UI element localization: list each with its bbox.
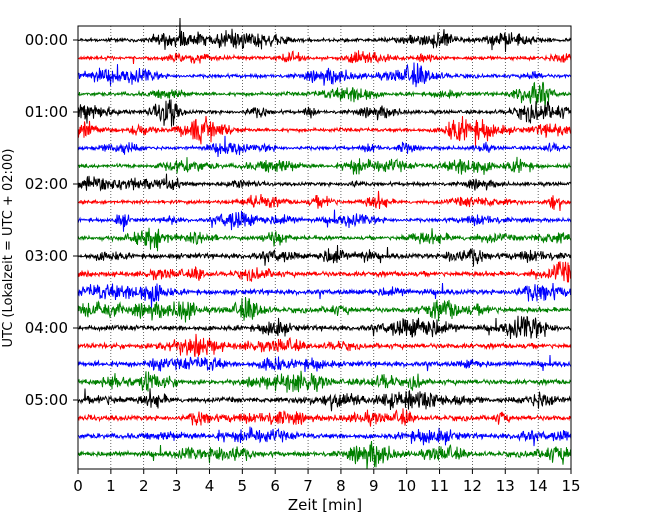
trace-15 xyxy=(77,296,572,323)
y-tick-label-3: 03:00 xyxy=(25,247,68,265)
y-tick-label-4: 04:00 xyxy=(25,319,68,337)
x-tick-label-8: 8 xyxy=(336,477,346,495)
x-tick-label-10: 10 xyxy=(397,477,416,495)
trace-16 xyxy=(77,315,572,339)
trace-12 xyxy=(77,245,572,267)
trace-2 xyxy=(77,62,572,88)
trace-6 xyxy=(77,135,572,158)
trace-17 xyxy=(77,333,572,357)
trace-10 xyxy=(77,209,572,232)
trace-0 xyxy=(77,18,572,52)
x-tick-label-7: 7 xyxy=(303,477,313,495)
seismic-traces xyxy=(77,18,572,470)
y-tick-label-5: 05:00 xyxy=(25,391,68,409)
trace-7 xyxy=(77,156,572,175)
x-tick-label-6: 6 xyxy=(270,477,280,495)
x-tick-label-0: 0 xyxy=(73,477,83,495)
x-tick-label-11: 11 xyxy=(430,477,449,495)
plot-frame xyxy=(77,25,572,470)
y-tick-label-2: 02:00 xyxy=(25,175,68,193)
trace-4 xyxy=(77,99,572,127)
x-tick-label-4: 4 xyxy=(205,477,215,495)
y-axis-ticks: 00:00 01:00 02:00 03:00 04:00 05:00 xyxy=(25,31,78,409)
x-tick-label-9: 9 xyxy=(369,477,379,495)
x-tick-label-1: 1 xyxy=(106,477,116,495)
x-tick-label-3: 3 xyxy=(172,477,182,495)
trace-13 xyxy=(77,261,572,283)
x-tick-label-15: 15 xyxy=(561,477,580,495)
trace-9 xyxy=(77,190,572,212)
trace-22 xyxy=(77,426,572,447)
trace-14 xyxy=(77,282,572,308)
trace-23 xyxy=(77,440,572,470)
trace-19 xyxy=(77,370,572,393)
y-tick-label-1: 01:00 xyxy=(25,103,68,121)
x-tick-label-2: 2 xyxy=(139,477,149,495)
y-axis-label: UTC (Lokalzeit = UTC + 02:00) xyxy=(1,149,16,348)
x-tick-label-14: 14 xyxy=(529,477,548,495)
trace-5 xyxy=(77,116,572,147)
x-axis-ticks: 0 1 2 3 4 5 6 7 8 9 10 11 12 13 14 15 xyxy=(73,469,581,495)
vertical-grid xyxy=(110,26,539,469)
trace-1 xyxy=(77,50,572,65)
trace-11 xyxy=(77,227,572,252)
trace-8 xyxy=(77,173,572,192)
trace-21 xyxy=(77,408,572,427)
y-tick-label-0: 00:00 xyxy=(25,31,68,49)
x-tick-label-12: 12 xyxy=(463,477,482,495)
trace-20 xyxy=(77,388,572,412)
x-axis-label: Zeit [min] xyxy=(288,496,362,514)
trace-3 xyxy=(77,81,572,110)
x-tick-label-13: 13 xyxy=(496,477,515,495)
x-tick-label-5: 5 xyxy=(238,477,248,495)
trace-18 xyxy=(77,354,572,373)
